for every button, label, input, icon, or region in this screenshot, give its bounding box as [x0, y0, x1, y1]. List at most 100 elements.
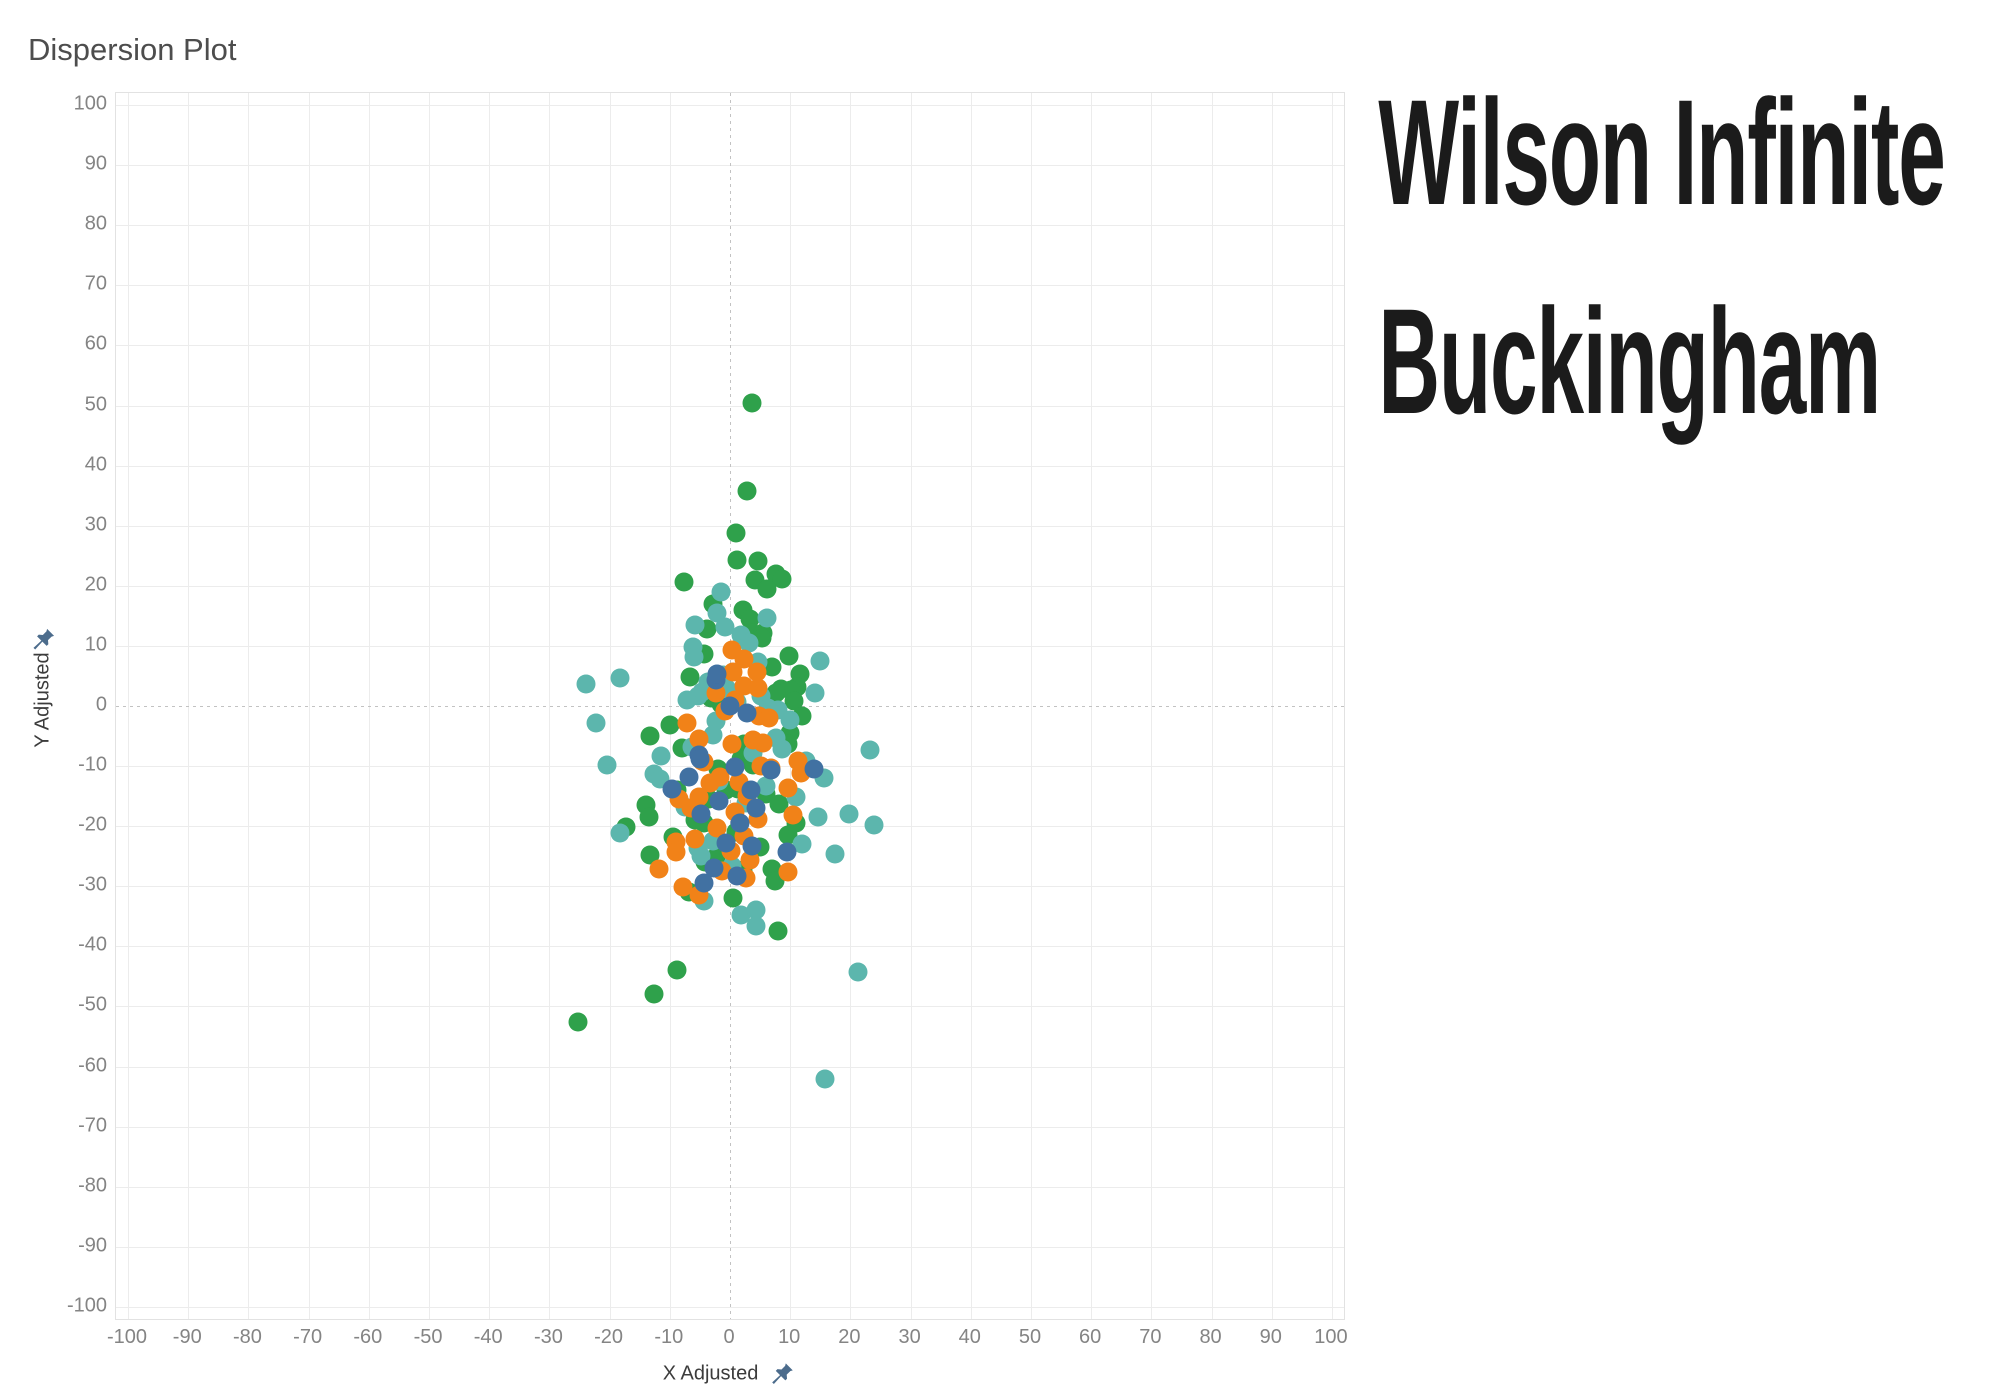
scatter-point-blue[interactable]	[727, 866, 747, 886]
scatter-point-orange[interactable]	[685, 829, 705, 849]
scatter-point-green[interactable]	[660, 715, 680, 735]
plot-area	[115, 92, 1345, 1320]
scatter-point-teal[interactable]	[808, 807, 828, 827]
scatter-point-green[interactable]	[742, 393, 762, 412]
scatter-point-blue[interactable]	[704, 858, 724, 878]
scatter-point-orange[interactable]	[747, 662, 767, 682]
scatter-point-green[interactable]	[757, 579, 777, 599]
scatter-point-teal[interactable]	[684, 647, 704, 667]
scatter-point-blue[interactable]	[742, 836, 762, 856]
pushpin-icon	[33, 628, 55, 650]
scatter-point-green[interactable]	[768, 921, 788, 941]
scatter-point-teal[interactable]	[848, 962, 868, 982]
scatter-point-teal[interactable]	[576, 674, 596, 694]
scatter-point-teal[interactable]	[651, 746, 671, 766]
scatter-point-teal[interactable]	[772, 739, 792, 759]
scatter-point-teal[interactable]	[815, 1069, 834, 1089]
scatter-point-teal[interactable]	[731, 905, 751, 925]
scatter-point-teal[interactable]	[860, 740, 880, 760]
scatter-point-blue[interactable]	[662, 779, 682, 799]
scatter-point-teal[interactable]	[707, 603, 727, 623]
scatter-point-orange[interactable]	[753, 733, 773, 753]
scatter-point-orange[interactable]	[783, 805, 803, 825]
scatter-point-teal[interactable]	[805, 683, 825, 703]
scatter-point-orange[interactable]	[666, 842, 686, 862]
scatter-point-teal[interactable]	[792, 834, 812, 854]
scatter-point-blue[interactable]	[730, 813, 750, 833]
scatter-point-blue[interactable]	[709, 791, 729, 811]
scatter-point-green[interactable]	[568, 1012, 588, 1031]
scatter-point-green[interactable]	[748, 551, 768, 571]
scatter-point-orange[interactable]	[740, 850, 760, 870]
scatter-point-teal[interactable]	[715, 617, 735, 637]
scatter-point-blue[interactable]	[707, 664, 727, 684]
scatter-point-green[interactable]	[680, 667, 700, 687]
scatter-point-blue[interactable]	[691, 804, 710, 824]
scatter-point-teal[interactable]	[756, 776, 776, 796]
scatter-point-orange[interactable]	[677, 713, 697, 733]
x-tick-label: -70	[293, 1326, 323, 1348]
scatter-point-green[interactable]	[779, 646, 799, 666]
scatter-point-orange[interactable]	[707, 818, 727, 838]
scatter-point-orange[interactable]	[778, 778, 798, 798]
scatter-point-orange[interactable]	[673, 877, 693, 897]
scatter-point-orange[interactable]	[700, 773, 720, 793]
scatter-point-green[interactable]	[667, 960, 687, 980]
scatter-point-orange[interactable]	[748, 678, 768, 698]
scatter-point-teal[interactable]	[746, 916, 766, 936]
scatter-point-teal[interactable]	[746, 900, 766, 920]
scatter-point-green[interactable]	[766, 683, 786, 703]
scatter-point-teal[interactable]	[586, 713, 606, 733]
scatter-point-green[interactable]	[674, 572, 694, 592]
scatter-point-green[interactable]	[640, 726, 660, 746]
scatter-point-teal[interactable]	[610, 823, 630, 843]
headline: Wilson Infinite Buckingham	[1230, 48, 1945, 465]
scatter-point-blue[interactable]	[716, 833, 736, 853]
scatter-point-blue[interactable]	[690, 749, 710, 769]
scatter-point-teal[interactable]	[825, 844, 845, 864]
scatter-point-orange[interactable]	[778, 862, 798, 882]
scatter-point-blue[interactable]	[725, 757, 745, 777]
scatter-point-blue[interactable]	[761, 760, 781, 780]
x-axis-pin-icon[interactable]	[768, 1361, 795, 1388]
scatter-point-blue[interactable]	[720, 696, 740, 716]
scatter-point-blue[interactable]	[694, 873, 714, 893]
scatter-point-green[interactable]	[784, 691, 804, 711]
scatter-point-teal[interactable]	[685, 615, 705, 635]
y-tick-label: 20	[84, 573, 107, 596]
scatter-point-green[interactable]	[644, 984, 664, 1004]
scatter-point-blue[interactable]	[737, 703, 757, 723]
scatter-point-orange[interactable]	[706, 683, 726, 703]
scatter-point-teal[interactable]	[864, 815, 884, 835]
scatter-point-teal[interactable]	[839, 804, 859, 824]
scatter-point-teal[interactable]	[597, 755, 617, 775]
scatter-point-teal[interactable]	[780, 710, 800, 730]
scatter-point-teal[interactable]	[610, 668, 630, 688]
scatter-point-orange[interactable]	[689, 729, 709, 749]
scatter-point-green[interactable]	[727, 550, 747, 570]
scatter-point-orange[interactable]	[722, 734, 742, 754]
scatter-point-orange[interactable]	[759, 708, 779, 728]
scatter-point-blue[interactable]	[804, 759, 824, 778]
scatter-point-green[interactable]	[737, 481, 757, 501]
scatter-point-blue[interactable]	[777, 842, 797, 862]
headline-line-1: Wilson Infinite	[1378, 68, 1945, 236]
scatter-point-green[interactable]	[726, 523, 746, 543]
scatter-point-blue[interactable]	[746, 798, 766, 818]
scatter-point-green[interactable]	[639, 807, 659, 827]
scatter-point-teal[interactable]	[739, 633, 759, 653]
scatter-point-orange[interactable]	[723, 662, 743, 682]
scatter-point-teal[interactable]	[677, 690, 697, 710]
scatter-point-blue[interactable]	[741, 780, 761, 800]
scatter-point-green[interactable]	[723, 888, 743, 908]
x-tick-label: 80	[1199, 1326, 1222, 1348]
scatter-point-teal[interactable]	[757, 608, 777, 628]
scatter-point-green[interactable]	[772, 569, 792, 589]
y-axis-pin-icon[interactable]	[30, 626, 57, 653]
scatter-point-blue[interactable]	[679, 767, 699, 787]
scatter-point-orange[interactable]	[649, 859, 669, 879]
scatter-point-teal[interactable]	[711, 582, 731, 602]
x-axis-title-group: X Adjusted	[663, 1361, 796, 1388]
scatter-point-teal[interactable]	[691, 846, 710, 866]
scatter-point-teal[interactable]	[810, 651, 830, 671]
